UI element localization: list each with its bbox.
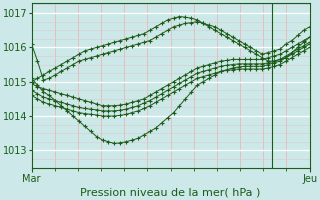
X-axis label: Pression niveau de la mer( hPa ): Pression niveau de la mer( hPa ) [80, 187, 261, 197]
